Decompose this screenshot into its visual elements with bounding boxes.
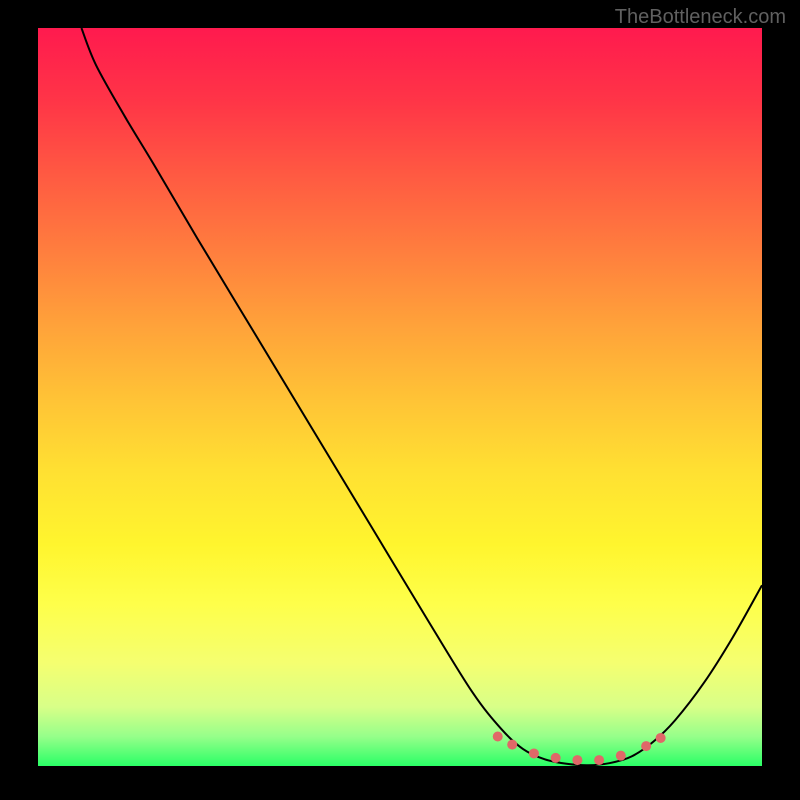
marker-point xyxy=(551,753,561,763)
marker-point xyxy=(641,741,651,751)
marker-point xyxy=(656,733,666,743)
marker-point xyxy=(616,751,626,761)
marker-point xyxy=(529,748,539,758)
marker-point xyxy=(507,740,517,750)
marker-point xyxy=(493,731,503,741)
chart-background xyxy=(38,28,762,766)
marker-point xyxy=(594,755,604,765)
watermark-text: TheBottleneck.com xyxy=(615,6,786,29)
marker-point xyxy=(572,755,582,765)
chart-svg xyxy=(38,28,762,766)
